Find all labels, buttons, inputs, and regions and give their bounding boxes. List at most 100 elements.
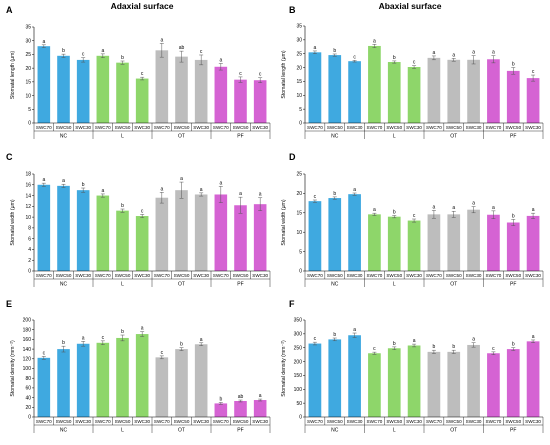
y-tick-label: 200 (294, 359, 303, 365)
bar (387, 216, 401, 271)
bar (427, 57, 441, 123)
y-tick-label: 20 (296, 191, 302, 197)
x-tick-label: SWC50 (327, 273, 343, 278)
significance-letter: a (62, 178, 65, 184)
y-tick-label: 10 (296, 93, 302, 99)
x-tick-label: SWC50 (115, 419, 131, 424)
bar (506, 349, 520, 417)
y-tick-label: 6 (28, 236, 31, 242)
y-tick-label: 60 (25, 386, 31, 392)
x-tick-label: SWC30 (406, 273, 422, 278)
bar (57, 185, 70, 271)
y-tick-label: 0 (299, 415, 302, 421)
panel-letter: E (6, 299, 12, 309)
x-tick-label: SWC50 (446, 125, 462, 130)
x-group-label: NC (331, 428, 339, 434)
significance-letter: c (492, 346, 495, 352)
bar (487, 353, 500, 417)
significance-letter: b (393, 210, 396, 216)
x-group-label: NC (60, 282, 68, 288)
significance-letter: b (180, 342, 183, 348)
bar (234, 400, 247, 417)
x-tick-label: SWC50 (505, 125, 521, 130)
panel-letter: D (289, 152, 296, 162)
x-tick-label: SWC30 (347, 273, 363, 278)
y-tick-label: 25 (296, 172, 302, 178)
x-tick-label: SWC70 (426, 125, 442, 130)
bar (96, 55, 110, 123)
x-tick-label: SWC30 (252, 125, 268, 130)
x-group-label: PF (510, 134, 516, 140)
significance-letter: b (512, 342, 515, 348)
bar (155, 50, 169, 123)
y-tick-label: 2 (28, 258, 31, 264)
bar (526, 341, 540, 417)
significance-letter: c (413, 60, 416, 66)
bar (214, 194, 228, 271)
significance-letter: c (239, 71, 242, 77)
bar (308, 201, 322, 271)
significance-letter: b (333, 332, 336, 338)
x-tick-label: SWC50 (115, 273, 131, 278)
x-group-label: PF (237, 282, 243, 288)
bar (253, 80, 267, 123)
x-tick-label: SWC50 (233, 419, 249, 424)
significance-letter: b (393, 341, 396, 347)
significance-letter: c (161, 350, 164, 356)
significance-letter: a (101, 48, 104, 54)
y-tick-label: 300 (294, 332, 303, 338)
significance-letter: a (353, 327, 356, 333)
bar (57, 349, 70, 417)
significance-letter: ab (238, 394, 244, 400)
significance-letter: a (452, 205, 455, 211)
y-tick-label: 16 (25, 182, 31, 188)
bar (348, 194, 361, 271)
significance-letter: b (512, 62, 515, 68)
bar (116, 62, 129, 123)
x-group-label: OT (178, 134, 185, 140)
x-tick-label: SWC50 (56, 419, 72, 424)
bar (253, 204, 267, 271)
bar (467, 209, 480, 271)
significance-letter: c (102, 335, 105, 341)
bar (175, 56, 188, 123)
bar (368, 214, 381, 271)
y-tick-label: 10 (25, 215, 31, 221)
x-group-label: OT (178, 282, 185, 288)
x-tick-label: SWC70 (307, 125, 323, 130)
y-tick-label: 350 (294, 318, 303, 324)
x-tick-label: SWC30 (525, 273, 541, 278)
significance-letter: a (219, 180, 222, 186)
x-tick-label: SWC30 (193, 125, 209, 130)
significance-letter: c (353, 54, 356, 60)
significance-letter: b (82, 182, 85, 188)
x-tick-label: SWC30 (75, 125, 91, 130)
y-tick-label: 200 (23, 318, 32, 324)
significance-letter: a (472, 50, 475, 56)
bar (234, 205, 247, 271)
significance-letter: a (160, 37, 163, 43)
x-group-label: NC (331, 134, 339, 140)
y-tick-label: 10 (25, 93, 31, 99)
y-tick-label: 35 (25, 25, 31, 31)
significance-letter: a (492, 205, 495, 211)
abaxial-title: Abaxial surface (379, 1, 442, 11)
y-tick-label: 5 (28, 107, 31, 113)
significance-letter: b (121, 329, 124, 335)
bar (175, 190, 188, 271)
x-tick-label: SWC30 (252, 419, 268, 424)
significance-letter: b (452, 344, 455, 350)
y-axis-label: Stomatal density (mm⁻²) (281, 340, 287, 397)
significance-letter: b (62, 340, 65, 346)
bar (135, 216, 149, 271)
bar (427, 351, 441, 417)
bar (155, 357, 169, 417)
significance-letter: b (121, 203, 124, 209)
y-axis-label: Stomatal width (μm) (281, 199, 287, 246)
x-tick-label: SWC30 (252, 273, 268, 278)
bar (368, 45, 381, 123)
y-tick-label: 15 (296, 211, 302, 217)
y-tick-label: 30 (296, 38, 302, 44)
x-group-label: L (121, 428, 124, 434)
